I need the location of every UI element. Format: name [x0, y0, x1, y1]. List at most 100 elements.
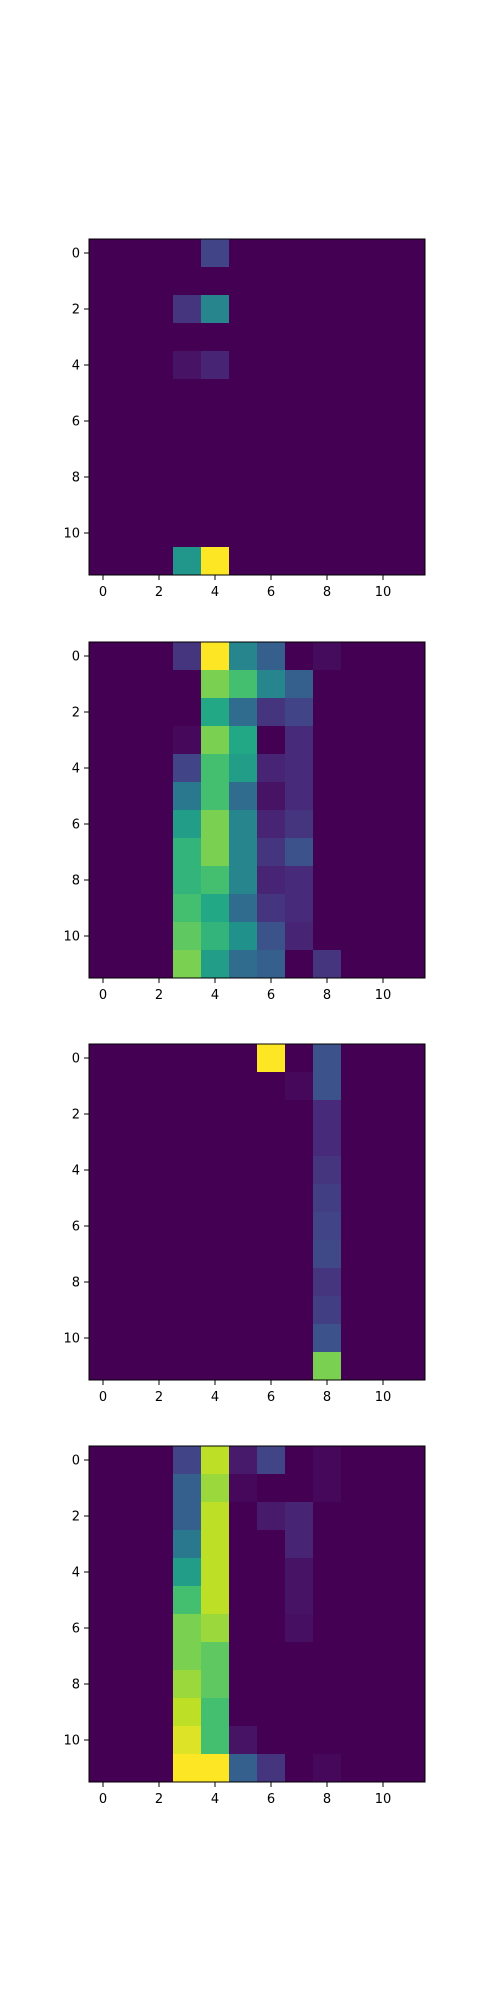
- heatmap-cell: [201, 239, 230, 268]
- heatmap-cell: [257, 726, 286, 755]
- heatmap-cell: [145, 1268, 174, 1297]
- heatmap-cell: [173, 726, 202, 755]
- heatmap-cell: [369, 754, 398, 783]
- heatmap-cell: [173, 239, 202, 268]
- heatmap-cell: [145, 1446, 174, 1475]
- heatmap-cell: [229, 239, 258, 268]
- heatmap-cell: [341, 1474, 370, 1503]
- heatmap-cell: [313, 1156, 342, 1185]
- heatmap-cell: [89, 1558, 118, 1587]
- heatmap-cell: [201, 1726, 230, 1755]
- heatmap-cell: [117, 1614, 146, 1643]
- heatmap-cell: [145, 1530, 174, 1559]
- heatmap-cell: [173, 894, 202, 923]
- heatmap-cell: [397, 1698, 426, 1727]
- heatmap-cell: [201, 1268, 230, 1297]
- heatmap-cell: [173, 1670, 202, 1699]
- heatmap-cell: [397, 1128, 426, 1157]
- y-tick-label: 2: [72, 1510, 80, 1525]
- heatmap-cell: [341, 407, 370, 436]
- heatmap-cell: [201, 698, 230, 727]
- heatmap-cell: [173, 323, 202, 352]
- heatmap-cell: [201, 1352, 230, 1381]
- heatmap-cell: [369, 670, 398, 699]
- heatmap-cell: [285, 323, 314, 352]
- heatmap-cell: [117, 754, 146, 783]
- heatmap-cell: [229, 1240, 258, 1269]
- heatmap-cell: [313, 379, 342, 408]
- heatmap-cell: [369, 1184, 398, 1213]
- x-tick-label: 2: [155, 988, 163, 1003]
- heatmap-cell: [117, 726, 146, 755]
- y-tick-label: 4: [72, 1164, 80, 1179]
- heatmap-cell: [285, 1502, 314, 1531]
- heatmap-cell: [117, 351, 146, 380]
- heatmap-cell: [397, 1240, 426, 1269]
- x-tick-label: 10: [375, 1390, 392, 1405]
- y-tick-label: 10: [63, 930, 80, 945]
- heatmap-cell: [173, 950, 202, 979]
- heatmap-cell: [117, 1352, 146, 1381]
- heatmap-cell: [145, 1240, 174, 1269]
- heatmap-cell: [369, 1268, 398, 1297]
- heatmap-cell: [89, 1128, 118, 1157]
- heatmap-cell: [117, 519, 146, 548]
- heatmap-cell: [201, 1072, 230, 1101]
- heatmap-cell: [257, 1156, 286, 1185]
- heatmap-cell: [369, 1072, 398, 1101]
- x-tick-label: 4: [211, 1390, 219, 1405]
- heatmap-cell: [145, 670, 174, 699]
- y-tick-label: 6: [72, 818, 80, 833]
- heatmap-cell: [257, 1184, 286, 1213]
- heatmap-cell: [229, 1726, 258, 1755]
- heatmap-cell: [229, 1698, 258, 1727]
- heatmap-cell: [201, 435, 230, 464]
- axes-frame: [88, 641, 426, 979]
- heatmap-cell: [145, 463, 174, 492]
- heatmap-cell: [201, 323, 230, 352]
- heatmap-cell: [229, 894, 258, 923]
- heatmap-cell: [285, 1100, 314, 1129]
- heatmap-cell: [313, 1128, 342, 1157]
- heatmap-cell: [89, 295, 118, 324]
- heatmap-cell: [173, 754, 202, 783]
- heatmap-cell: [117, 1240, 146, 1269]
- heatmap-cell: [313, 295, 342, 324]
- heatmap-cell: [145, 491, 174, 520]
- y-tick-label: 8: [72, 1276, 80, 1291]
- heatmap-cell: [145, 1670, 174, 1699]
- heatmap-cell: [369, 547, 398, 576]
- heatmap-cell: [257, 670, 286, 699]
- heatmap-cell: [145, 754, 174, 783]
- heatmap-cell: [257, 866, 286, 895]
- heatmap-cell: [201, 726, 230, 755]
- heatmap-cell: [89, 1268, 118, 1297]
- x-tick-label: 2: [155, 1390, 163, 1405]
- heatmap-cell: [397, 1072, 426, 1101]
- heatmap-cell: [89, 267, 118, 296]
- heatmap-cell: [369, 407, 398, 436]
- heatmap-cell: [285, 491, 314, 520]
- x-tick-label: 10: [375, 585, 392, 600]
- heatmap-cell: [201, 463, 230, 492]
- heatmap-cell: [313, 351, 342, 380]
- heatmap-cell: [369, 519, 398, 548]
- heatmap-cell: [145, 1184, 174, 1213]
- heatmap-cell: [313, 519, 342, 548]
- heatmap-cell: [341, 1352, 370, 1381]
- heatmap-cell: [201, 295, 230, 324]
- heatmap-cell: [117, 894, 146, 923]
- heatmap-cell: [397, 1726, 426, 1755]
- y-tick-label: 2: [72, 303, 80, 318]
- heatmap-cell: [397, 866, 426, 895]
- heatmap-cell: [229, 1586, 258, 1615]
- heatmap-cell: [285, 950, 314, 979]
- heatmap-cell: [89, 782, 118, 811]
- heatmap-cell: [173, 698, 202, 727]
- heatmap-cell: [369, 1502, 398, 1531]
- heatmap-cell: [313, 1044, 342, 1073]
- heatmap-cell: [229, 519, 258, 548]
- heatmap-cell: [229, 1502, 258, 1531]
- heatmap-cell: [117, 1296, 146, 1325]
- heatmap-cell: [257, 1502, 286, 1531]
